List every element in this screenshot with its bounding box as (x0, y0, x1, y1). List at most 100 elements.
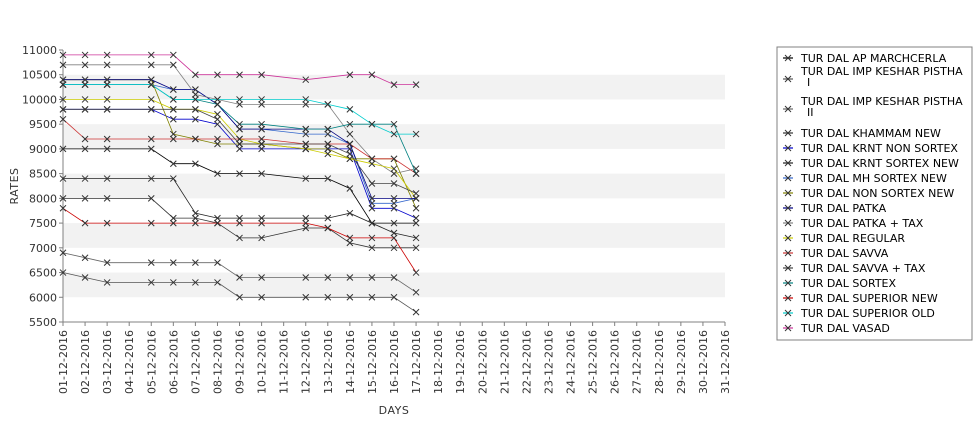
data-point (214, 101, 221, 108)
data-point (81, 254, 89, 262)
legend-item: TUR DAL IMP KESHAR PISTHA II (783, 95, 963, 119)
data-point (324, 214, 332, 222)
data-point (258, 214, 265, 222)
x-axis-title: DAYS (379, 404, 410, 417)
data-point (169, 135, 177, 143)
data-point (324, 140, 332, 148)
data-point (390, 81, 398, 88)
data-point (412, 190, 420, 197)
x-tick-label: 27-12-2016 (631, 330, 644, 394)
data-point (192, 71, 199, 79)
series-2 (59, 269, 420, 316)
data-point (147, 96, 155, 103)
data-point (236, 101, 243, 108)
data-point (192, 214, 199, 222)
legend-label: TUR DAL SAVVA + TAX (800, 262, 926, 275)
series-lines (59, 51, 420, 316)
data-point (59, 195, 67, 202)
data-point (59, 249, 67, 257)
data-point (346, 105, 354, 113)
series-17 (59, 51, 420, 88)
x-tick-label: 01-12-2016 (57, 330, 70, 394)
legend-item: TUR DAL MH SORTEX NEW (783, 172, 947, 185)
legend-marker (784, 279, 792, 287)
data-point (169, 259, 177, 267)
legend-item: TUR DAL KRNT SORTEX NEW (783, 157, 959, 170)
data-point (346, 145, 354, 153)
x-tick-label: 03-12-2016 (101, 330, 114, 394)
data-point (169, 279, 177, 286)
data-point (214, 96, 221, 103)
y-tick-label: 8500 (29, 168, 57, 181)
data-point (236, 71, 243, 79)
data-point (192, 279, 199, 286)
data-point (412, 288, 420, 296)
legend-marker (784, 159, 792, 167)
data-point (81, 105, 89, 113)
legend-item: TUR DAL SORTEX (783, 277, 896, 290)
legend-label: TUR DAL AP MARCHCERLA (800, 52, 947, 65)
data-point (169, 86, 177, 93)
data-point (302, 214, 310, 222)
data-point (368, 199, 376, 207)
y-axis-title: RATES (8, 167, 21, 204)
x-tick-label: 23-12-2016 (542, 330, 555, 394)
data-point (81, 96, 89, 103)
legend-marker (784, 204, 792, 212)
data-point (169, 115, 177, 123)
legend-item: TUR DAL IMP KESHAR PISTHA I (783, 65, 963, 89)
data-point (258, 71, 265, 79)
data-point (192, 219, 199, 227)
y-tick-label: 10500 (22, 69, 57, 82)
x-tick-label: 22-12-2016 (520, 330, 533, 394)
x-tick-label: 10-12-2016 (256, 330, 269, 394)
data-point (147, 81, 155, 88)
x-tick-label: 15-12-2016 (366, 330, 379, 394)
data-point (103, 195, 111, 202)
data-point (324, 293, 332, 301)
data-point (302, 96, 310, 103)
data-point (368, 160, 376, 168)
data-point (302, 125, 310, 133)
data-point (81, 195, 89, 202)
y-tick-label: 5500 (29, 316, 57, 329)
data-point (81, 145, 89, 153)
data-point (258, 170, 265, 177)
data-point (147, 145, 155, 153)
y-tick-label: 11000 (22, 44, 57, 57)
data-point (412, 244, 420, 252)
x-tick-label: 24-12-2016 (565, 330, 578, 394)
data-point (412, 214, 420, 222)
legend-marker (784, 309, 792, 317)
legend-label: TUR DAL REGULAR (800, 232, 905, 245)
legend-label: TUR DAL KHAMMAM NEW (800, 127, 941, 140)
data-point (258, 120, 265, 128)
data-point (390, 293, 398, 301)
data-point (81, 61, 89, 69)
y-band (63, 173, 725, 199)
data-point (368, 155, 376, 163)
data-point (390, 130, 398, 138)
x-axis: 01-12-2016 02-12-2016 03-12-2016 04-12-2016… (57, 322, 732, 394)
data-point (258, 140, 265, 148)
data-point (59, 51, 67, 59)
data-point (412, 234, 420, 242)
y-band (63, 124, 725, 149)
series-13 (59, 105, 420, 197)
data-point (147, 105, 155, 113)
data-point (214, 219, 221, 227)
data-point (324, 145, 332, 153)
legend-item: TUR DAL KHAMMAM NEW (783, 127, 941, 140)
x-tick-label: 06-12-2016 (167, 330, 180, 394)
data-point (324, 274, 332, 281)
data-point (81, 274, 89, 281)
legend-marker (784, 219, 792, 227)
data-point (236, 219, 243, 227)
x-tick-label: 29-12-2016 (675, 330, 688, 394)
x-tick-label: 25-12-2016 (587, 330, 600, 394)
data-point (81, 76, 89, 84)
x-tick-label: 20-12-2016 (476, 330, 489, 394)
legend-label: TUR DAL SUPERIOR NEW (800, 292, 938, 305)
